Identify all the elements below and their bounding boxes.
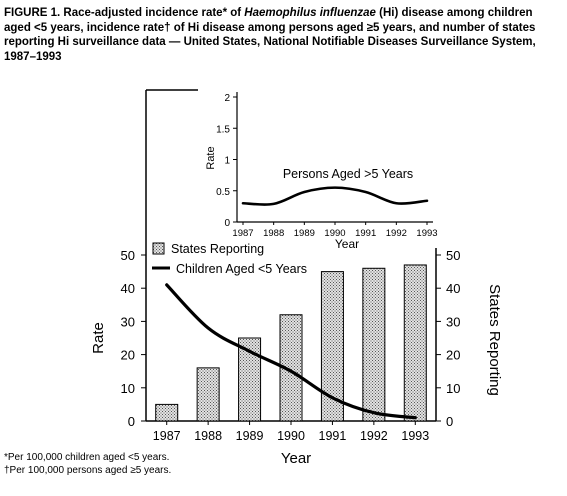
footnote-2: †Per 100,000 persons aged ≥5 years. bbox=[4, 465, 172, 476]
left-tick-label: 10 bbox=[121, 381, 135, 396]
legend-label-states: States Reporting bbox=[171, 242, 264, 256]
bar-states-reporting bbox=[196, 367, 220, 422]
x-tick-label: 1993 bbox=[401, 429, 429, 443]
caption-text-2: (Hi) disease among children aged <5 year… bbox=[4, 7, 536, 63]
left-tick-label: 40 bbox=[121, 281, 135, 296]
inset-background bbox=[237, 92, 433, 222]
bar-states-reporting bbox=[155, 403, 179, 422]
right-tick-label: 30 bbox=[446, 314, 460, 329]
x-tick-label: 1992 bbox=[360, 429, 388, 443]
caption-organism: Haemophilus influenzae bbox=[244, 7, 376, 19]
inset-y-tick-label: 1.5 bbox=[216, 124, 230, 135]
inset-x-tick-label: 1989 bbox=[294, 228, 315, 239]
left-tick-label: 0 bbox=[128, 414, 135, 429]
inset-x-tick-label: 1992 bbox=[386, 228, 407, 239]
inset-x-tick-label: 1988 bbox=[263, 228, 284, 239]
inset-x-tick-label: 1987 bbox=[232, 228, 253, 239]
right-tick-label: 50 bbox=[446, 248, 460, 263]
inset-x-axis-title: Year bbox=[335, 237, 359, 251]
y-axis-title: Rate bbox=[90, 322, 107, 354]
caption-text-1: Race-adjusted incidence rate* of bbox=[60, 7, 245, 19]
legend-bar-swatch bbox=[152, 242, 165, 255]
inset-y-axis-title: Rate bbox=[205, 146, 217, 169]
left-tick-label: 20 bbox=[121, 348, 135, 363]
bar-states-reporting bbox=[362, 267, 386, 422]
x-tick-label: 1989 bbox=[236, 429, 264, 443]
right-tick-label: 40 bbox=[446, 281, 460, 296]
right-tick-label: 20 bbox=[446, 348, 460, 363]
inset-x-tick-label: 1990 bbox=[324, 228, 345, 239]
x-tick-label: 1991 bbox=[319, 429, 347, 443]
bar-states-reporting bbox=[403, 264, 427, 422]
left-tick-label: 30 bbox=[121, 314, 135, 329]
x-tick-label: 1988 bbox=[194, 429, 222, 443]
left-tick-label: 50 bbox=[121, 248, 135, 263]
inset-x-tick-label: 1993 bbox=[416, 228, 437, 239]
inset-x-tick-label: 1991 bbox=[355, 228, 376, 239]
right-tick-label: 0 bbox=[446, 414, 453, 429]
caption-label: FIGURE 1. bbox=[4, 7, 61, 19]
inset-title: Persons Aged >5 Years bbox=[283, 167, 413, 181]
inset-y-tick-label: 2 bbox=[224, 93, 230, 104]
x-tick-label: 1987 bbox=[153, 429, 181, 443]
footnote-1: *Per 100,000 children aged <5 years. bbox=[4, 452, 170, 463]
inset-y-tick-label: 1 bbox=[224, 156, 230, 167]
figure-caption: FIGURE 1. Race-adjusted incidence rate* … bbox=[4, 6, 560, 64]
inset-line-persons-5-plus bbox=[241, 186, 429, 206]
inset-y-tick-label: 0.5 bbox=[216, 187, 230, 198]
x-tick-label: 1990 bbox=[277, 429, 305, 443]
legend-label-children: Children Aged <5 Years bbox=[176, 262, 307, 276]
inset-chart: 0 0.5 1 1.5 2 1987 1988 1989 1990 1991 1992 1993 Per… bbox=[205, 92, 438, 251]
y2-axis-title: States Reporting bbox=[486, 284, 503, 396]
right-tick-label: 10 bbox=[446, 381, 460, 396]
inset-y-tick-label: 0 bbox=[224, 218, 230, 229]
x-axis-title: Year bbox=[281, 450, 311, 467]
line-children-under-5 bbox=[165, 283, 417, 420]
